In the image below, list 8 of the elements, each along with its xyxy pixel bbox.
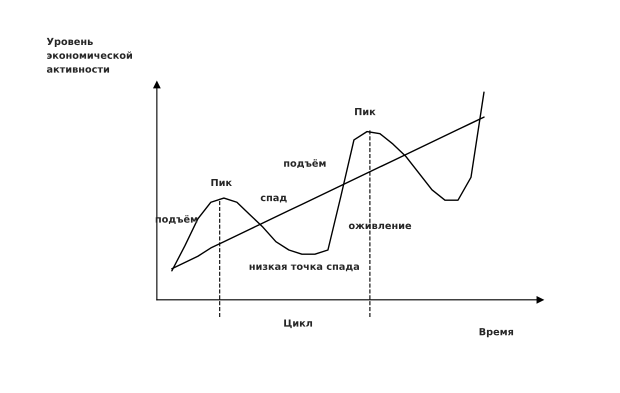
- annotation: Пик: [355, 108, 376, 116]
- annotation: низкая точка спада: [250, 264, 360, 272]
- annotation: подъём: [284, 159, 326, 168]
- y-axis-title: Уровень экономической активности: [46, 38, 132, 73]
- text: Цикл: [284, 320, 312, 328]
- annotation: Пик: [211, 178, 232, 186]
- annotation: спад: [260, 196, 287, 202]
- x-axis-title: Время: [480, 328, 514, 338]
